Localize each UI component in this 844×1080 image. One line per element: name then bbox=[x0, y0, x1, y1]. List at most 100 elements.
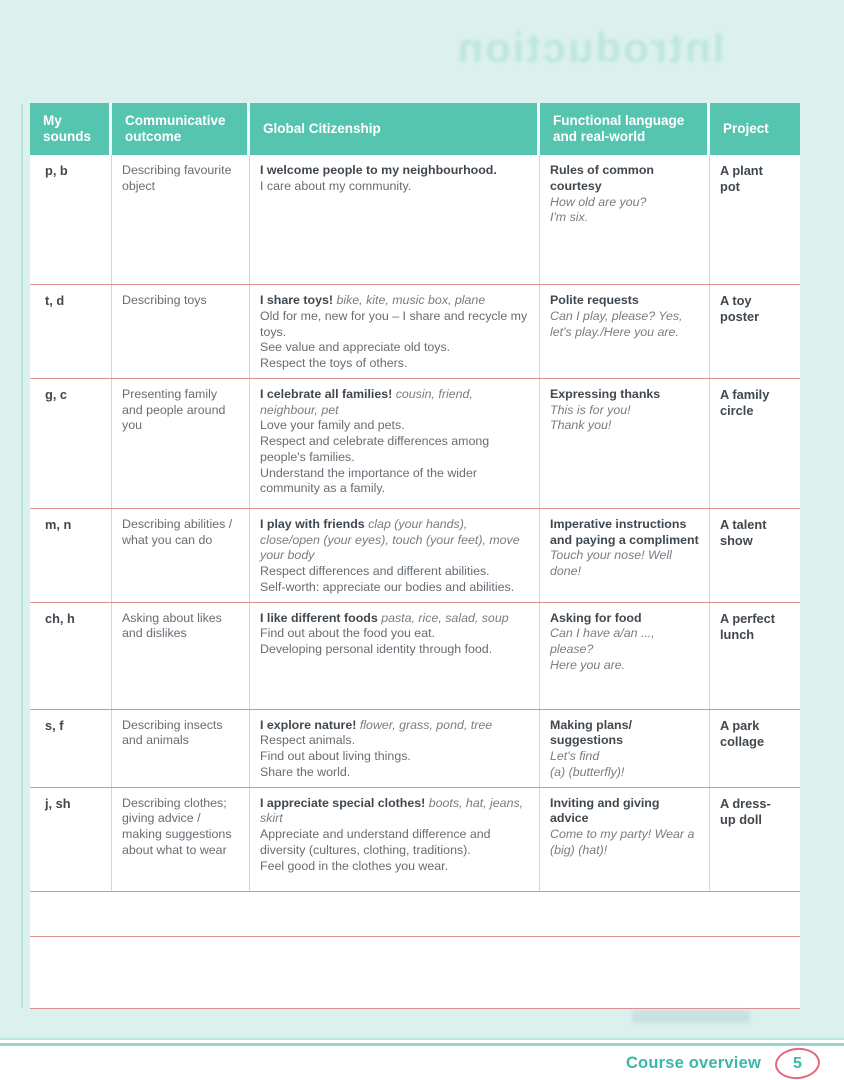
cell-my-sounds: s, f bbox=[30, 709, 112, 787]
table-row: m, n Describing abilities / what you can … bbox=[30, 508, 800, 603]
cell-my-sounds: m, n bbox=[30, 508, 112, 602]
empty-row-1 bbox=[30, 891, 800, 937]
functional-example-line: Here you are. bbox=[550, 657, 626, 672]
citizenship-line: Appreciate and understand difference and… bbox=[260, 827, 491, 857]
citizenship-line: Love your family and pets. bbox=[260, 418, 405, 433]
table-row: j, sh Describing clothes; giving advice /… bbox=[30, 787, 800, 892]
project-text: A plant pot bbox=[720, 163, 763, 195]
cell-my-sounds: t, d bbox=[30, 285, 112, 378]
cell-functional-language: Rules of common courtesy How old are you?… bbox=[540, 155, 710, 284]
page-number-badge: 5 bbox=[773, 1046, 822, 1080]
table-body: p, b Describing favourite object I welcome… bbox=[30, 155, 800, 892]
cell-global-citizenship: I welcome people to my neighbourhood. I c… bbox=[250, 155, 540, 284]
project-text: A dress-up doll bbox=[720, 795, 771, 827]
cell-communicative-outcome: Describing favourite object bbox=[112, 155, 250, 284]
citizenship-line: Find out about the food you eat. bbox=[260, 626, 435, 641]
citizenship-vocab-text: flower, grass, pond, tree bbox=[359, 717, 493, 732]
cell-communicative-outcome: Asking about likes and dislikes bbox=[112, 602, 250, 709]
outcome-text: Describing clothes; giving advice / maki… bbox=[122, 795, 232, 857]
project-text: A toy poster bbox=[720, 293, 760, 325]
footer-rule-bottom bbox=[0, 1043, 844, 1046]
cell-global-citizenship: I appreciate special clothes! boots, hat… bbox=[250, 787, 540, 891]
course-overview-table: My sounds Communicative outcome Global C… bbox=[30, 103, 800, 1009]
cell-global-citizenship: I celebrate all families! cousin, friend… bbox=[250, 378, 540, 508]
cell-global-citizenship: I explore nature! flower, grass, pond, t… bbox=[250, 709, 540, 787]
cell-my-sounds: p, b bbox=[30, 155, 112, 284]
citizenship-lead: I play with friends clap (your hands), c… bbox=[260, 517, 530, 564]
cell-global-citizenship: I like different foods pasta, rice, sala… bbox=[250, 602, 540, 709]
citizenship-line: Understand the importance of the wider c… bbox=[260, 465, 477, 496]
cell-communicative-outcome: Describing abilities / what you can do bbox=[112, 508, 250, 602]
citizenship-line: Respect and celebrate differences among … bbox=[260, 434, 490, 464]
column-header-global-citizenship: Global Citizenship bbox=[250, 103, 540, 155]
table-row: p, b Describing favourite object I welcome… bbox=[30, 155, 800, 285]
citizenship-line: See value and appreciate old toys. bbox=[260, 340, 451, 355]
table-row: ch, h Asking about likes and dislikes I li… bbox=[30, 602, 800, 710]
empty-row-2 bbox=[30, 936, 800, 1009]
table-row: g, c Presenting family and people around … bbox=[30, 378, 800, 509]
cell-communicative-outcome: Describing toys bbox=[112, 285, 250, 378]
cell-my-sounds: ch, h bbox=[30, 602, 112, 709]
page-number: 5 bbox=[793, 1054, 802, 1072]
outcome-text: Describing insects and animals bbox=[122, 717, 223, 748]
cell-my-sounds: g, c bbox=[30, 378, 112, 508]
sounds-text: j, sh bbox=[45, 795, 71, 811]
functional-bold-text: Polite requests bbox=[550, 293, 639, 307]
citizenship-bold-text: I share toys! bbox=[260, 293, 333, 307]
sounds-text: ch, h bbox=[45, 610, 75, 626]
citizenship-vocab-text: pasta, rice, salad, soup bbox=[381, 610, 509, 625]
citizenship-line: Respect differences and different abilit… bbox=[260, 564, 490, 578]
functional-example-line: This is for you! bbox=[550, 402, 631, 417]
functional-bold-text: Rules of common courtesy bbox=[550, 163, 654, 193]
functional-example-line: Can I have a/an ..., please? bbox=[550, 626, 655, 656]
cell-functional-language: Asking for food Can I have a/an ..., plea… bbox=[540, 602, 710, 709]
citizenship-lead: I like different foods pasta, rice, sala… bbox=[260, 611, 530, 627]
sounds-text: t, d bbox=[45, 293, 65, 308]
cell-communicative-outcome: Describing clothes; giving advice / maki… bbox=[112, 787, 250, 891]
citizenship-vocab-text: cousin, friend, neighbour, pet bbox=[260, 386, 473, 417]
cell-project: A toy poster bbox=[710, 285, 800, 378]
functional-example-line: (a) (butterfly)! bbox=[550, 764, 625, 779]
citizenship-line: I care about my community. bbox=[260, 178, 412, 193]
footer-label: Course overview bbox=[625, 1054, 761, 1072]
citizenship-bold-text: I explore nature! bbox=[260, 717, 357, 732]
watermark-smudge bbox=[632, 1010, 750, 1023]
citizenship-lead: I welcome people to my neighbourhood. bbox=[260, 163, 530, 179]
citizenship-bold-text: I like different foods bbox=[260, 610, 378, 625]
footer: Course overview 5 bbox=[625, 1046, 822, 1080]
cell-project: A talent show bbox=[710, 509, 800, 602]
functional-bold-text: Expressing thanks bbox=[550, 386, 661, 401]
citizenship-vocab-text: clap (your hands), close/open (your eyes… bbox=[260, 516, 520, 563]
cell-global-citizenship: I share toys! bike, kite, music box, pla… bbox=[250, 285, 540, 378]
table-header-row: My sounds Communicative outcome Global C… bbox=[30, 103, 800, 155]
citizenship-line: Feel good in the clothes you wear. bbox=[260, 858, 449, 873]
citizenship-vocab-text: bike, kite, music box, plane bbox=[336, 293, 486, 307]
sounds-text: p, b bbox=[45, 163, 68, 178]
project-text: A park collage bbox=[720, 717, 765, 749]
citizenship-line: Respect animals. bbox=[260, 733, 356, 748]
cell-project: A perfect lunch bbox=[710, 603, 800, 709]
sounds-text: g, c bbox=[45, 386, 68, 402]
citizenship-lead: I share toys! bike, kite, music box, pla… bbox=[260, 293, 530, 309]
functional-example-line: How old are you? bbox=[550, 194, 647, 209]
functional-example-line: Touch your nose! Well done! bbox=[550, 548, 672, 578]
project-text: A perfect lunch bbox=[720, 610, 775, 642]
cell-project: A park collage bbox=[710, 710, 800, 787]
outcome-text: Describing abilities / what you can do bbox=[122, 516, 233, 547]
citizenship-line: Developing personal identity through foo… bbox=[260, 642, 493, 656]
functional-example-line: Come to my party! Wear a (big) (hat)! bbox=[550, 827, 695, 857]
cell-functional-language: Inviting and giving advice Come to my par… bbox=[540, 787, 710, 891]
functional-bold-text: Asking for food bbox=[550, 610, 642, 625]
functional-example-line: I'm six. bbox=[550, 210, 589, 225]
functional-example-line: Can I play, please? Yes, let's play./Her… bbox=[550, 308, 683, 339]
sounds-text: s, f bbox=[45, 717, 64, 733]
cell-functional-language: Expressing thanks This is for you! Thank y… bbox=[540, 378, 710, 508]
functional-bold-text: Imperative instructions and paying a com… bbox=[550, 516, 699, 547]
project-text: A family circle bbox=[720, 386, 770, 418]
column-header-project: Project bbox=[710, 103, 800, 155]
cell-global-citizenship: I play with friends clap (your hands), c… bbox=[250, 508, 540, 602]
functional-bold-text: Inviting and giving advice bbox=[550, 795, 660, 826]
citizenship-lead: I explore nature! flower, grass, pond, t… bbox=[260, 718, 530, 734]
table-row: t, d Describing toys I share toys! bike, k… bbox=[30, 285, 800, 379]
outcome-text: Describing toys bbox=[122, 293, 207, 307]
